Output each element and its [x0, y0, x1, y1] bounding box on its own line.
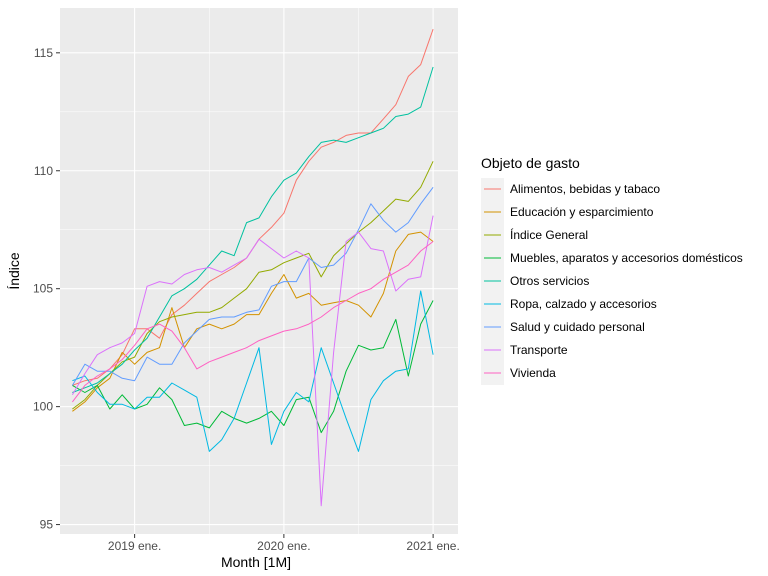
legend-label-4: Otros servicios	[510, 274, 589, 288]
y-axis: 95 100 105 110 115	[33, 46, 60, 532]
y-tick-label: 95	[40, 518, 54, 532]
legend-items: Alimentos, bebidas y tabaco Educación y e…	[481, 178, 743, 385]
legend-label-5: Ropa, calzado y accesorios	[510, 297, 657, 311]
y-tick-label: 100	[33, 400, 53, 414]
series-line-8	[72, 241, 434, 403]
series-line-7	[71, 215, 434, 507]
series-line-1	[72, 231, 434, 412]
x-tick-label: 2020 ene.	[257, 539, 310, 553]
x-axis: 2019 ene. 2020 ene. 2021 ene.	[108, 534, 460, 553]
series-line-6	[71, 186, 434, 386]
series-line-5	[72, 290, 434, 452]
legend: Objeto de gasto Alimentos, bebidas y tab…	[481, 155, 743, 385]
legend-label-2: Índice General	[510, 227, 588, 242]
series-lines	[71, 29, 434, 507]
series-line-3	[72, 300, 434, 434]
series-line-4	[72, 66, 434, 393]
legend-label-8: Vivienda	[510, 366, 556, 380]
legend-title: Objeto de gasto	[481, 155, 580, 171]
legend-label-7: Transporte	[510, 343, 568, 357]
x-tick-label: 2021 ene.	[406, 539, 459, 553]
legend-label-1: Educación y esparcimiento	[510, 205, 654, 219]
y-tick-label: 110	[34, 164, 53, 178]
legend-label-0: Alimentos, bebidas y tabaco	[510, 182, 660, 196]
x-axis-title: Month [1M]	[221, 554, 291, 570]
y-tick-label: 105	[33, 282, 53, 296]
x-tick-label: 2019 ene.	[108, 539, 161, 553]
legend-label-6: Salud y cuidado personal	[510, 320, 645, 334]
y-axis-title: Índice	[6, 252, 22, 290]
legend-label-3: Muebles, aparatos y accesorios doméstico…	[510, 251, 743, 265]
y-tick-label: 115	[34, 46, 53, 60]
plot-panel	[60, 8, 458, 534]
major-gridlines	[60, 8, 458, 534]
series-line-2	[72, 161, 434, 410]
